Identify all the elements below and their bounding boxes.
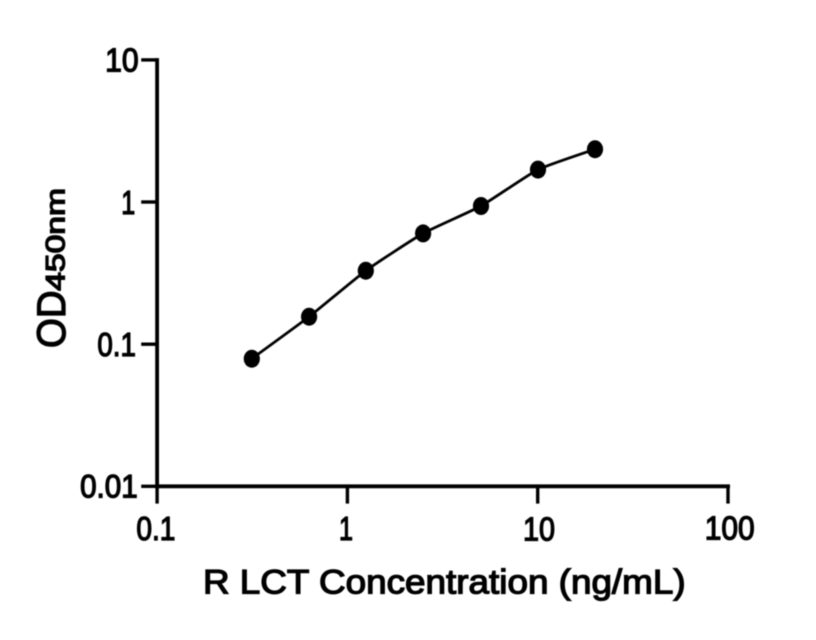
svg-text:0.01: 0.01 [80, 469, 138, 505]
svg-text:OD: OD [30, 290, 74, 348]
svg-text:1: 1 [339, 511, 353, 548]
svg-text:R LCT Concentration (ng/mL): R LCT Concentration (ng/mL) [203, 563, 686, 602]
svg-text:0.1: 0.1 [97, 327, 136, 364]
svg-text:100: 100 [705, 509, 755, 547]
svg-text:10: 10 [105, 41, 139, 79]
svg-text:1: 1 [121, 185, 135, 222]
svg-text:0.1: 0.1 [136, 511, 175, 548]
svg-text:450nm: 450nm [41, 188, 71, 291]
svg-text:10: 10 [523, 510, 555, 547]
